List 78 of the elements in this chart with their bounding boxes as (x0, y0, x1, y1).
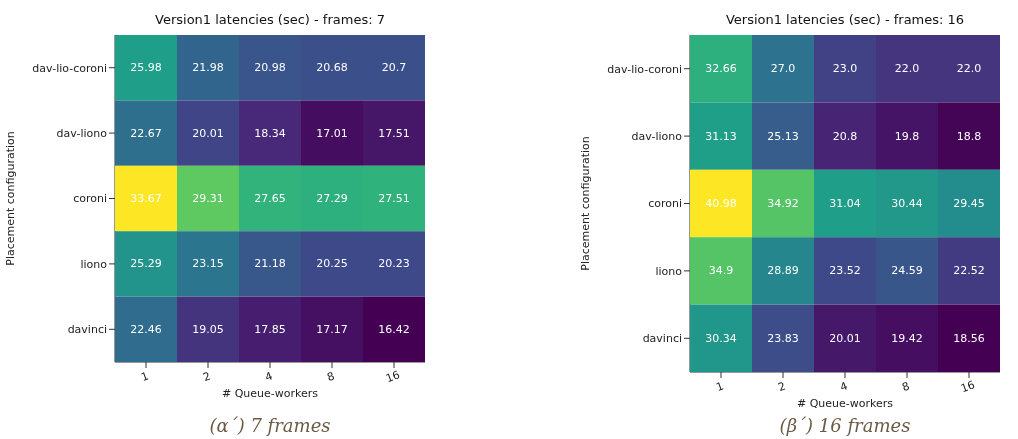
data-label: 34.92 (767, 197, 799, 210)
y-tick-label: coroni (73, 192, 107, 206)
chart-title: Version1 latencies (sec) - frames: 16 (724, 12, 966, 27)
data-label: 21.98 (192, 61, 224, 75)
x-axis-title: # Queue-workers (795, 397, 895, 410)
data-label: 34.9 (708, 264, 734, 278)
x-axis-title: # Queue-workers (220, 387, 320, 400)
data-label: 20.01 (829, 331, 861, 345)
y-tick-label: dav-lio-coroni (607, 62, 682, 76)
data-label: 18.8 (956, 129, 982, 143)
x-tick-label: 4 (838, 379, 850, 395)
y-tick-label: liono (80, 257, 108, 271)
data-label: 24.59 (891, 264, 923, 278)
data-label: 32.66 (705, 62, 737, 76)
data-label: 16.42 (378, 322, 410, 336)
data-label: 17.85 (254, 322, 286, 336)
data-label: 20.25 (316, 257, 348, 271)
text: (β΄) 16 frames (778, 415, 912, 436)
data-label: 22.0 (956, 62, 982, 76)
y-tick-label: liono (655, 264, 683, 278)
data-label: 25.13 (767, 129, 799, 143)
data-label: 20.68 (316, 61, 348, 75)
data-label: 40.98 (705, 197, 737, 210)
data-label: 29.31 (192, 192, 224, 205)
x-tick-label: 16 (959, 378, 977, 396)
x-tick-label: 4 (263, 369, 275, 385)
data-label: 31.13 (705, 129, 737, 143)
data-label: 19.8 (894, 129, 920, 143)
data-label: 19.05 (192, 322, 224, 336)
y-tick-label: coroni (648, 197, 682, 211)
data-label: 22.67 (130, 126, 162, 140)
data-label: 22.52 (953, 264, 985, 278)
data-label: 27.51 (378, 192, 410, 205)
data-label: 29.45 (953, 197, 985, 210)
data-label: 31.04 (829, 197, 861, 210)
data-label: 20.8 (832, 129, 858, 143)
data-label: 25.29 (130, 257, 162, 271)
x-tick-label: 1 (139, 369, 151, 385)
data-label: 23.0 (832, 62, 858, 76)
text: (α΄) 7 frames (208, 415, 332, 436)
data-label: 23.52 (829, 264, 861, 278)
data-label: 17.51 (378, 126, 410, 140)
data-label: 22.46 (130, 322, 162, 336)
data-label: 20.01 (192, 126, 224, 140)
data-label: 27.0 (770, 62, 796, 76)
data-label: 27.65 (254, 192, 286, 205)
x-tick-label: 16 (384, 368, 402, 386)
data-label: 20.23 (378, 257, 410, 271)
data-label: 23.15 (192, 257, 224, 271)
x-tick-label: 8 (325, 369, 337, 385)
data-label: 22.0 (894, 62, 920, 76)
y-tick-label: davinci (67, 323, 107, 337)
data-label: 20.98 (254, 61, 286, 75)
data-label: 28.89 (767, 264, 799, 278)
data-label: 18.56 (953, 331, 985, 345)
data-label: 27.29 (316, 192, 348, 205)
x-tick-label: 2 (201, 369, 213, 385)
x-tick-label: 8 (900, 379, 912, 395)
y-axis-title: Placement configuration (3, 131, 17, 266)
data-label: 19.42 (891, 331, 923, 345)
data-label: 30.44 (891, 197, 923, 210)
data-label: 21.18 (254, 257, 286, 271)
y-tick-label: dav-liono (56, 127, 108, 141)
y-tick-label: dav-liono (631, 130, 683, 144)
y-tick-label: dav-lio-coroni (32, 61, 107, 75)
x-tick-label: 1 (714, 379, 726, 395)
x-tick-label: 2 (776, 379, 788, 395)
data-label: 20.7 (381, 61, 407, 75)
chart-title: Version1 latencies (sec) - frames: 7 (154, 12, 386, 27)
data-label: 17.01 (316, 126, 348, 140)
data-label: 17.17 (316, 322, 348, 336)
data-label: 30.34 (705, 331, 737, 345)
data-label: 25.98 (130, 61, 162, 75)
y-tick-label: davinci (642, 332, 682, 346)
y-axis-title: Placement configuration (578, 136, 592, 271)
data-label: 33.67 (130, 192, 162, 205)
data-label: 18.34 (254, 126, 286, 140)
data-label: 23.83 (767, 331, 799, 345)
